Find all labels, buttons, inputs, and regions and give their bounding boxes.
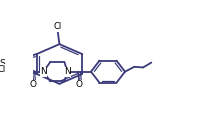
Text: N: N xyxy=(63,67,70,76)
Text: Cl: Cl xyxy=(0,65,6,74)
Text: Cl: Cl xyxy=(53,22,62,31)
Text: S: S xyxy=(0,60,5,68)
Text: O: O xyxy=(30,80,37,89)
Text: N: N xyxy=(40,67,47,76)
Text: O: O xyxy=(75,80,82,89)
